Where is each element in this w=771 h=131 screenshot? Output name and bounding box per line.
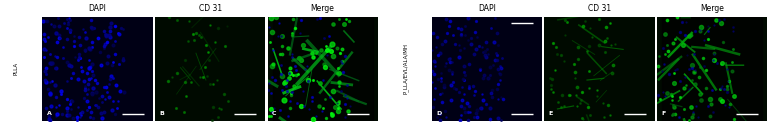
Text: C: C bbox=[272, 111, 277, 116]
Text: D: D bbox=[436, 111, 442, 116]
Text: P_LLA/EVL/ALA/MH: P_LLA/EVL/ALA/MH bbox=[403, 43, 409, 94]
Text: DAPI: DAPI bbox=[478, 4, 496, 13]
Text: Merge: Merge bbox=[700, 4, 724, 13]
Text: CD 31: CD 31 bbox=[199, 4, 221, 13]
Text: PLLA: PLLA bbox=[14, 62, 19, 75]
Text: CD 31: CD 31 bbox=[588, 4, 611, 13]
Text: F: F bbox=[662, 111, 665, 116]
Text: DAPI: DAPI bbox=[89, 4, 106, 13]
Text: Merge: Merge bbox=[311, 4, 335, 13]
Text: E: E bbox=[549, 111, 553, 116]
Text: A: A bbox=[47, 111, 52, 116]
Text: B: B bbox=[160, 111, 164, 116]
